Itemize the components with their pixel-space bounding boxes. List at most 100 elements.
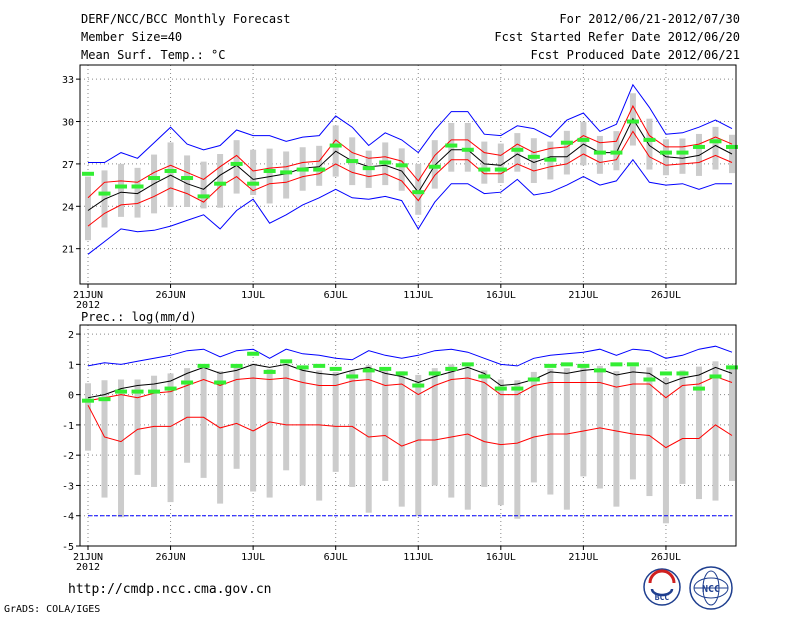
series-upper-line xyxy=(87,375,733,402)
observed-marker xyxy=(527,377,540,382)
member-spread-box xyxy=(530,371,537,483)
observed-marker xyxy=(296,365,309,370)
member-spread-box xyxy=(233,365,240,469)
observed-marker xyxy=(214,181,227,186)
observed-marker xyxy=(362,166,375,171)
series-mean-line xyxy=(87,363,733,399)
member-spread-box xyxy=(695,366,702,500)
member-spread-box xyxy=(563,368,570,510)
member-spread-box xyxy=(250,363,257,492)
member-spread-box xyxy=(266,148,273,204)
observed-marker xyxy=(115,184,128,189)
observed-marker xyxy=(577,137,590,142)
observed-marker xyxy=(527,154,540,159)
member-spread-box xyxy=(217,371,224,504)
member-spread-box xyxy=(200,161,207,209)
panel-1: 21 24 27 30 33 21JUN 26JUN 1JUL 6JUL 11JUL 16JUL 21… xyxy=(62,64,738,311)
member-spread-box xyxy=(415,374,422,516)
observed-marker xyxy=(280,170,293,175)
observed-marker xyxy=(148,176,161,181)
observed-marker xyxy=(511,386,524,391)
member-spread-box xyxy=(266,368,273,498)
observed-marker xyxy=(412,190,425,195)
observed-marker xyxy=(131,389,144,394)
member-spread-box xyxy=(481,141,488,184)
member-spread-box xyxy=(646,367,653,497)
member-spread-box xyxy=(729,367,735,481)
member-spread-box xyxy=(217,154,224,208)
observed-marker xyxy=(362,368,375,373)
observed-marker xyxy=(329,143,342,148)
member-spread-box xyxy=(250,149,257,195)
series-upper-line xyxy=(87,104,733,199)
observed-marker xyxy=(395,371,408,376)
chart-title: DERF/NCC/BCC Monthly Forecast xyxy=(81,12,291,26)
observed-marker xyxy=(692,144,705,149)
observed-marker xyxy=(395,163,408,168)
observed-marker xyxy=(346,159,359,164)
member-spread-box xyxy=(679,138,686,174)
member-spread-box xyxy=(365,365,372,513)
plot-frame xyxy=(79,64,737,285)
y-tick-label: 30 xyxy=(62,118,74,129)
series-lower-line xyxy=(87,130,733,227)
observed-marker xyxy=(494,167,507,172)
member-spread-box xyxy=(233,140,240,194)
footer-url[interactable]: http://cmdp.ncc.cma.gov.cn xyxy=(68,582,272,597)
observed-marker xyxy=(247,181,260,186)
member-size: Member Size=40 xyxy=(81,30,183,44)
member-spread-box xyxy=(497,379,504,506)
observed-marker xyxy=(412,383,425,388)
x-tick-label: 21JUL xyxy=(568,290,598,301)
observed-marker xyxy=(726,144,738,149)
series-max-top-line xyxy=(88,83,733,163)
x-tick-label: 21JUL xyxy=(568,552,598,563)
y-tick-label: -2 xyxy=(62,451,74,462)
member-spread-box xyxy=(134,167,141,218)
x-tick-label: 26JUL xyxy=(651,552,681,563)
series-lower-line xyxy=(87,404,733,449)
x-tick-label: 11JUL xyxy=(403,290,433,301)
refer-date: Fcst Started Refer Date 2012/06/20 xyxy=(494,30,740,44)
member-spread-box xyxy=(118,379,125,518)
observed-marker xyxy=(428,164,441,169)
y-tick-label: -1 xyxy=(62,421,74,432)
observed-marker xyxy=(478,167,491,172)
observed-marker xyxy=(544,157,557,162)
observed-marker xyxy=(577,363,590,368)
variable-label: Mean Surf. Temp.: °C xyxy=(81,48,226,62)
observed-marker xyxy=(676,150,689,155)
produced-date: Fcst Produced Date 2012/06/21 xyxy=(530,48,740,62)
member-spread-box xyxy=(85,383,91,451)
series-mean-line xyxy=(87,117,733,211)
observed-marker xyxy=(692,386,705,391)
observed-marker xyxy=(329,366,342,371)
observed-marker xyxy=(626,362,639,367)
member-spread-box xyxy=(646,118,653,170)
observed-marker xyxy=(445,143,458,148)
member-spread-box xyxy=(85,176,91,241)
observed-marker xyxy=(296,167,309,172)
member-spread-box xyxy=(464,365,471,510)
x-tick-label: 6JUL xyxy=(324,552,348,563)
member-spread-box xyxy=(134,379,141,475)
member-spread-box xyxy=(712,126,719,170)
member-spread-box xyxy=(167,373,174,503)
member-spread-box xyxy=(332,371,339,472)
y-tick-label: 24 xyxy=(62,202,74,213)
observed-marker xyxy=(676,371,689,376)
observed-marker xyxy=(230,363,243,368)
observed-marker xyxy=(726,365,738,370)
member-spread-box xyxy=(613,371,620,507)
observed-marker xyxy=(230,161,243,166)
observed-marker xyxy=(560,362,573,367)
observed-marker xyxy=(263,168,276,173)
member-spread-box xyxy=(464,122,471,172)
x-tick-label: 16JUL xyxy=(486,290,516,301)
member-spread-box xyxy=(547,368,554,495)
observed-marker xyxy=(280,359,293,364)
observed-marker xyxy=(214,380,227,385)
observed-marker xyxy=(461,147,474,152)
member-spread-box xyxy=(596,135,603,174)
observed-marker xyxy=(313,363,326,368)
